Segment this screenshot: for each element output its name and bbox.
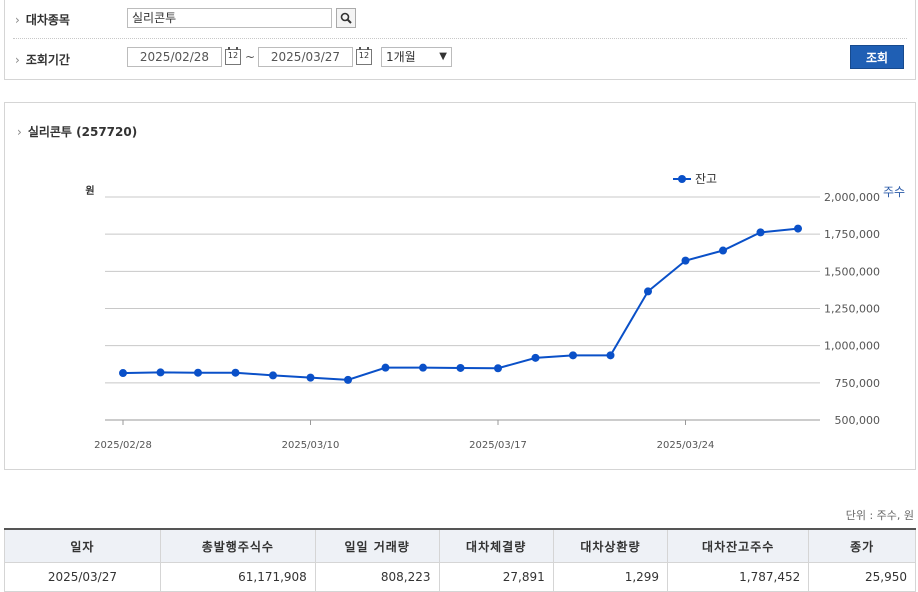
x-tick-label: 2025/03/10 [282,440,340,451]
data-point [344,375,352,384]
data-point [531,353,540,362]
table-cell: 1,787,452 [667,562,810,592]
search-button[interactable] [336,8,356,28]
x-tick-label: 2025/03/17 [469,440,527,451]
calendar-to-icon[interactable]: 12 [356,47,372,65]
x-tick-label: 2025/03/24 [657,440,715,451]
y-tick-label: 750,000 [835,377,881,390]
column-header: 대차체결량 [438,529,554,563]
column-header: 대차잔고주수 [667,529,810,563]
data-point [119,369,127,378]
chart-panel: 실리콘투 (257720) 원 주수 잔고 500,000 750,000 1,00… [4,102,916,470]
y-tick-label: 1,250,000 [824,303,880,316]
chart-legend: 잔고 [673,172,717,186]
data-point [306,373,315,382]
data-point [194,368,202,377]
column-header: 대차상환량 [552,529,669,563]
divider [13,38,907,39]
calendar-from-icon[interactable]: 12 [225,47,241,65]
data-point [644,287,652,296]
period-label: 조회기간 [15,51,70,68]
table-cell: 27,891 [438,562,554,592]
table-cell: 61,171,908 [159,562,316,592]
legend-label: 잔고 [695,172,717,186]
left-axis-unit: 원 [85,184,94,197]
grid-layer [105,196,820,421]
table-header-row: 일자 총발행주식수 일일 거래량 대차체결량 대차상환량 대차잔고주수 종가 [4,529,916,563]
table-cell: 2025/03/27 [4,562,161,592]
column-header: 총발행주식수 [159,529,316,563]
chart-title: 실리콘투 (257720) [17,123,137,140]
search-panel: 대차종목 실리콘투 조회기간 2025/02/28 12 ~ 2025/03/2… [4,0,916,80]
date-from-input[interactable]: 2025/02/28 [127,47,222,67]
column-header: 일자 [4,529,161,563]
y-tick-label: 1,500,000 [824,265,880,278]
chevron-down-icon: ▼ [439,51,447,62]
unit-note: 단위 : 주수, 원 [845,509,914,522]
axis-layer: 500,000 750,000 1,000,000 1,250,000 1,500,00… [94,191,880,451]
stock-label: 대차종목 [15,11,70,28]
y-tick-label: 500,000 [835,414,881,427]
data-point [231,368,240,377]
query-button[interactable]: 조회 [850,45,904,69]
table-cell: 808,223 [314,562,440,592]
date-range-separator: ~ [245,50,256,64]
period-select[interactable]: 1개월 ▼ [381,47,452,67]
table-body: 2025/03/27 61,171,908 808,223 27,891 1,299 1,… [4,562,916,592]
data-point [606,351,615,360]
series-line [122,227,799,381]
y-tick-label: 1,000,000 [824,340,880,353]
right-axis-unit: 주수 [883,185,905,199]
column-header: 일일 거래량 [314,529,440,563]
legend-marker [678,175,686,183]
series-layer [119,224,802,384]
y-tick-label: 1,750,000 [824,228,880,241]
lending-table: 일자 총발행주식수 일일 거래량 대차체결량 대차상환량 대차잔고주수 종가 2025/03… [4,528,916,592]
data-point [381,363,390,372]
y-tick-label: 2,000,000 [824,191,880,204]
x-tick-label: 2025/02/28 [94,440,152,451]
data-point [569,351,577,360]
data-point [419,363,427,372]
data-point [719,246,727,255]
data-point [756,228,765,237]
table-cell: 25,950 [808,562,916,592]
date-to-input[interactable]: 2025/03/27 [258,47,353,67]
data-point [269,371,277,380]
data-point [794,224,802,233]
table-cell: 1,299 [552,562,669,592]
data-point [681,256,690,265]
balance-line-chart: 원 주수 잔고 500,000 750,000 1,000,000 1,250,000… [85,172,905,451]
stock-input[interactable]: 실리콘투 [127,8,332,28]
table-row: 2025/03/27 61,171,908 808,223 27,891 1,299 1,… [4,562,916,592]
data-point [156,368,165,377]
period-select-value: 1개월 [386,50,416,64]
data-point [494,364,502,373]
data-point [456,363,465,372]
search-icon [340,12,352,24]
column-header: 종가 [808,529,916,563]
